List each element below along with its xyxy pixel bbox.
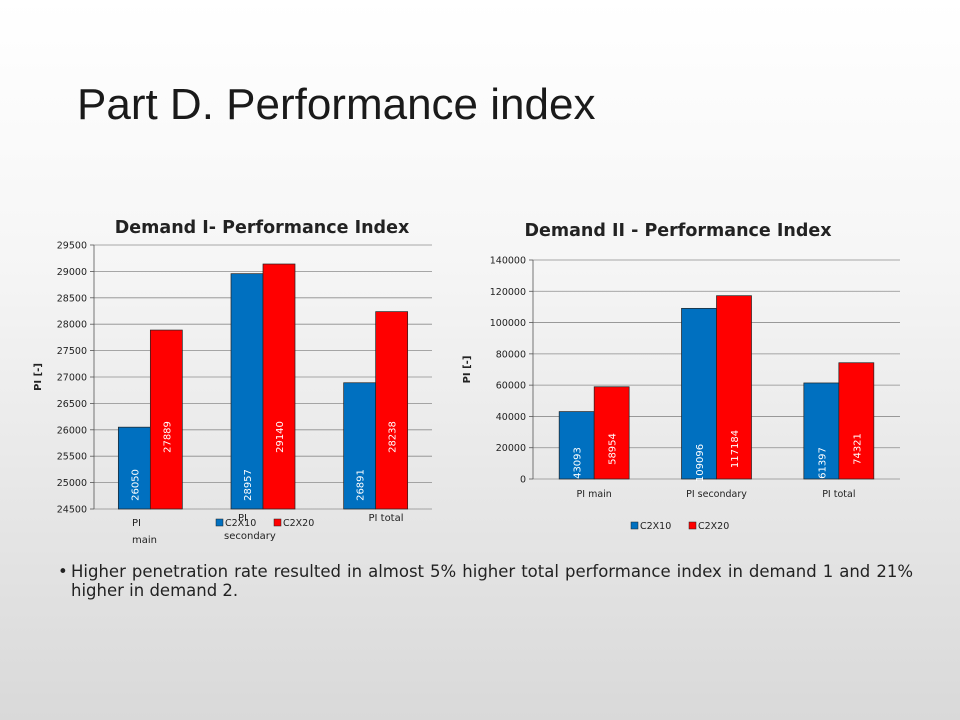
bar-c2x10-0 — [558, 411, 595, 480]
y-axis-title: PI [-] — [33, 363, 44, 391]
y-tick-label: 27000 — [57, 373, 87, 384]
data-label: 29140 — [275, 421, 286, 453]
y-tick-label: 80000 — [496, 349, 526, 360]
y-tick-label: 27500 — [57, 346, 87, 357]
legend-label-c2x10: C2X10 — [640, 521, 671, 532]
x-tick-label: PI secondary — [224, 513, 276, 542]
data-label: 43093 — [573, 447, 584, 479]
y-tick-label: 29000 — [57, 267, 87, 278]
bullet-dot-icon: • — [58, 562, 68, 581]
bar-c2x10-1 — [681, 307, 717, 480]
bullet-text: Higher penetration rate resulted in almo… — [71, 562, 913, 600]
y-tick-label: 140000 — [490, 256, 526, 267]
y-tick-label: 29500 — [57, 241, 87, 252]
legend-label-c2x20: C2X20 — [283, 518, 314, 529]
y-tick-label: 26500 — [57, 399, 87, 410]
legend-swatch-c2x20 — [273, 518, 282, 527]
x-tick-label-line: PI — [132, 518, 141, 529]
data-label: 28238 — [388, 421, 399, 453]
x-tick-label-line: PI — [238, 513, 247, 524]
y-tick-label: 25000 — [57, 478, 87, 489]
bar-c2x10-2 — [343, 382, 377, 510]
data-label: 58954 — [608, 433, 619, 465]
data-label: 61397 — [817, 447, 828, 479]
legend-swatch-c2x20 — [688, 521, 697, 530]
y-tick-label: 26000 — [57, 425, 87, 436]
chart-title: Demand II - Performance Index — [524, 221, 832, 241]
y-axis-title: PI [-] — [462, 356, 473, 384]
data-label: 26050 — [130, 469, 141, 501]
data-label: 28957 — [243, 469, 254, 501]
y-tick-label: 0 — [520, 475, 526, 486]
x-tick-label: PI main — [577, 489, 612, 500]
slide-title: Part D. Performance index — [77, 80, 596, 129]
data-label: 26891 — [356, 469, 367, 501]
y-tick-label: 25500 — [57, 452, 87, 463]
legend-label-c2x10: C2X10 — [225, 518, 256, 529]
x-tick-label-line: secondary — [224, 531, 276, 542]
data-label: 74321 — [852, 433, 863, 465]
x-tick-label: PI main — [132, 518, 157, 546]
data-label: 109096 — [695, 444, 706, 482]
bar-c2x20-0 — [593, 386, 630, 480]
bullet-point: • Higher penetration rate resulted in al… — [58, 562, 913, 600]
y-tick-label: 100000 — [490, 318, 526, 329]
y-tick-label: 24500 — [57, 505, 87, 516]
data-label: 117184 — [730, 430, 741, 468]
bar-c2x10-1 — [230, 273, 264, 510]
x-tick-label: PI total — [822, 489, 855, 500]
legend-label-c2x20: C2X20 — [698, 521, 729, 532]
bar-c2x10-0 — [117, 426, 151, 510]
data-label: 27889 — [162, 421, 173, 453]
legend-swatch-c2x10 — [630, 521, 639, 530]
x-tick-label-line: main — [132, 535, 157, 546]
y-tick-label: 28000 — [57, 320, 87, 331]
y-tick-label: 20000 — [496, 443, 526, 454]
y-tick-label: 40000 — [496, 412, 526, 423]
bar-c2x20-0 — [149, 329, 183, 510]
legend-swatch-c2x10 — [215, 518, 224, 527]
chart-title: Demand I- Performance Index — [115, 218, 410, 238]
bar-c2x20-2 — [375, 311, 409, 510]
y-tick-label: 28500 — [57, 293, 87, 304]
bar-c2x20-2 — [838, 362, 875, 480]
x-tick-label: PI secondary — [686, 489, 747, 500]
y-tick-label: 60000 — [496, 381, 526, 392]
bar-c2x20-1 — [716, 295, 752, 480]
x-tick-label: PI total — [368, 513, 403, 524]
bar-c2x20-1 — [262, 263, 296, 510]
y-tick-label: 120000 — [490, 287, 526, 298]
